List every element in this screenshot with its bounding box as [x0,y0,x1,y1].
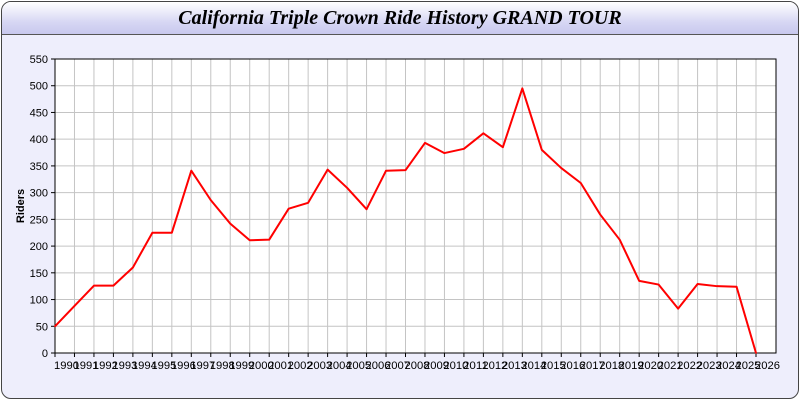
data-point [93,284,95,287]
y-tick-label: 450 [30,107,48,119]
x-tick-label: 2013 [502,360,527,372]
x-tick-label: 2011 [463,360,488,372]
data-point [229,222,232,225]
x-tick-label: 2022 [677,360,702,372]
y-tick-label: 100 [30,295,48,307]
data-point [599,213,602,216]
x-tick-label: 2012 [482,360,507,372]
data-point [735,285,738,288]
x-tick-label: 2006 [366,360,391,372]
y-tick-label: 350 [30,161,48,173]
x-tick-label: 2021 [658,360,683,372]
y-tick-label: 200 [30,241,48,253]
y-tick-label: 50 [36,321,48,333]
x-tick-label: 1990 [54,360,79,372]
x-tick-label: 1994 [132,360,157,372]
y-tick-label: 300 [30,188,48,200]
data-point [482,132,485,135]
data-point [560,167,563,169]
data-point [346,187,348,189]
x-tick-label: 2020 [638,360,663,372]
data-point [521,87,524,90]
data-point [209,199,212,201]
data-point [365,208,368,211]
x-tick-label: 1993 [112,360,137,372]
data-point [268,238,270,241]
data-point [307,201,309,204]
data-point [755,352,757,354]
y-tick-label: 250 [30,214,48,226]
x-tick-label: 2001 [268,360,293,372]
y-axis-label: Riders [15,189,27,223]
x-tick-label: 2000 [249,360,274,372]
y-tick-label: 400 [30,134,48,146]
plot-border [54,58,777,354]
data-point [424,142,426,144]
x-tick-label: 1999 [229,360,254,372]
x-tick-label: 1997 [190,360,215,372]
x-tick-label: 2026 [755,360,780,372]
x-tick-label: 1996 [171,360,196,372]
y-tick-label: 150 [30,268,48,280]
data-point [618,238,621,241]
x-tick-label: 1995 [151,360,176,372]
data-point [463,148,465,150]
data-point [73,305,76,307]
x-tick-label: 2014 [521,360,546,372]
x-tick-label: 2015 [541,360,566,372]
y-tick-label: 0 [42,348,48,360]
data-point [677,307,679,310]
x-tick-label: 1992 [93,360,118,372]
x-tick-label: 2025 [736,360,761,372]
x-tick-label: 2009 [424,360,449,372]
x-tick-label: 2010 [443,360,468,372]
data-point [657,283,660,286]
data-point [385,169,387,172]
data-point [54,325,56,328]
chart-title: California Triple Crown Ride History GRA… [178,7,622,29]
data-point [190,169,193,172]
x-tick-label: 2007 [385,360,410,372]
x-tick-label: 2004 [327,360,352,372]
data-point [638,280,640,282]
data-point [326,168,329,171]
data-point [404,169,407,171]
x-tick-label: 2017 [580,360,605,372]
x-tick-label: 2003 [307,360,332,372]
y-tick-label: 550 [30,54,48,66]
x-tick-label: 2008 [405,360,430,372]
data-point [579,182,582,184]
y-tick-label: 500 [30,81,48,93]
x-tick-label: 1998 [210,360,235,372]
x-tick-label: 2024 [716,360,741,372]
x-tick-label: 2019 [619,360,644,372]
x-tick-label: 2002 [288,360,313,372]
data-point [696,283,699,285]
data-point [151,231,154,234]
plot-area [55,59,776,353]
x-tick-label: 2005 [346,360,371,372]
data-point [443,152,446,154]
data-point [287,207,290,210]
data-point [171,231,173,234]
data-point [248,239,251,242]
data-point [541,149,543,151]
data-point [132,266,134,269]
data-point [112,284,115,287]
x-tick-label: 2023 [697,360,722,372]
title-bar: California Triple Crown Ride History GRA… [2,2,798,35]
data-point [502,146,504,148]
data-point [716,285,718,287]
x-tick-label: 2018 [599,360,624,372]
x-tick-label: 1991 [73,360,98,372]
x-tick-label: 2016 [560,360,585,372]
